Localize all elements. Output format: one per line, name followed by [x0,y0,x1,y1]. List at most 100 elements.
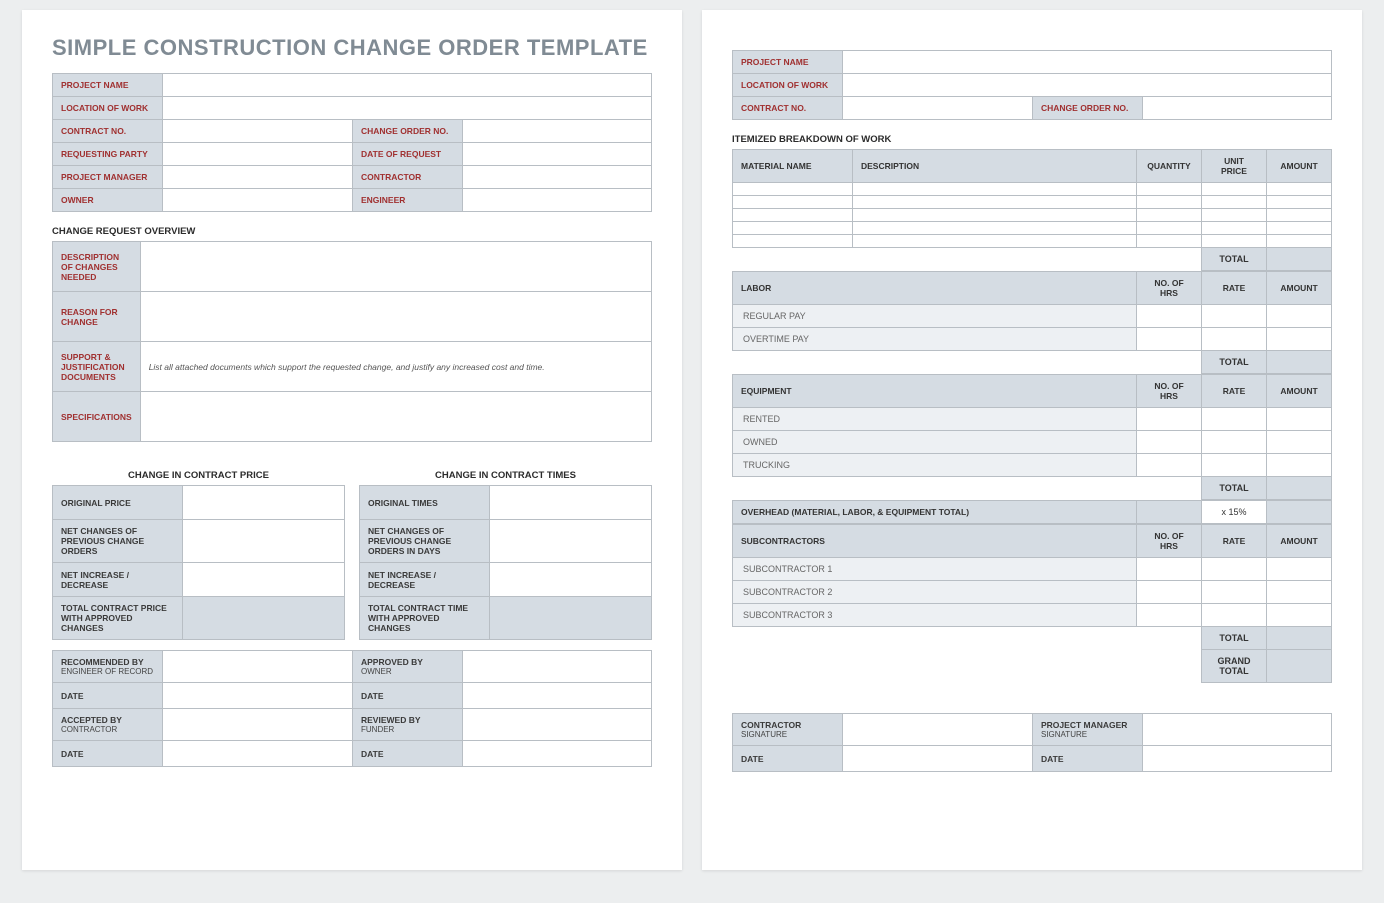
value-date-request[interactable] [463,143,652,166]
value-change-order-no[interactable] [463,120,652,143]
label-net-inc-price: NET INCREASE / DECREASE [53,563,183,597]
label-total-price: TOTAL CONTRACT PRICE WITH APPROVED CHANG… [53,597,183,640]
value-contractor[interactable] [463,166,652,189]
role-sig-2: SIGNATURE [1041,730,1134,739]
overview-heading: CHANGE REQUEST OVERVIEW [52,226,652,237]
value-total-price[interactable] [183,597,345,640]
equipment-table: EQUIPMENT NO. OF HRS RATE AMOUNT RENTED … [732,374,1332,500]
value-requesting-party[interactable] [163,143,353,166]
label-support: SUPPORT & JUSTIFICATION DOCUMENTS [53,342,141,392]
value-date-4[interactable] [463,741,652,767]
value-reviewed[interactable] [463,709,652,741]
table-row: SUBCONTRACTOR 1 [733,558,1332,581]
overhead-table: OVERHEAD (MATERIAL, LABOR, & EQUIPMENT T… [732,500,1332,524]
overhead-rate: x 15% [1202,501,1267,524]
table-row [733,183,1332,196]
value-orig-price[interactable] [183,486,345,520]
overhead-label: OVERHEAD (MATERIAL, LABOR, & EQUIPMENT T… [733,501,1137,524]
table-row: RENTED [733,408,1332,431]
value-net-prev-price[interactable] [183,520,345,563]
sub-total-label: TOTAL [1202,627,1267,650]
label-change-order-no: CHANGE ORDER NO. [353,120,463,143]
col-sub-hrs: NO. OF HRS [1137,525,1202,558]
value-approved[interactable] [463,651,652,683]
value-project-name[interactable] [163,74,652,97]
col-equip-amount: AMOUNT [1267,375,1332,408]
document-title: SIMPLE CONSTRUCTION CHANGE ORDER TEMPLAT… [52,35,652,61]
label-date-p2-2: DATE [1033,746,1143,772]
overhead-blank [1137,501,1202,524]
value-accepted[interactable] [163,709,353,741]
itemized-heading: ITEMIZED BREAKDOWN OF WORK [732,134,1332,145]
value-location-2[interactable] [843,74,1332,97]
value-contract-no-2[interactable] [843,97,1033,120]
label-orig-price: ORIGINAL PRICE [53,486,183,520]
value-orig-times[interactable] [490,486,652,520]
value-pm[interactable] [163,166,353,189]
value-date-2[interactable] [463,683,652,709]
value-reason[interactable] [140,292,651,342]
label-engineer: ENGINEER [353,189,463,212]
col-material-desc: DESCRIPTION [853,150,1137,183]
value-desc-changes[interactable] [140,242,651,292]
times-heading: CHANGE IN CONTRACT TIMES [359,470,652,481]
label-project-name: PROJECT NAME [53,74,163,97]
col-material-qty: QUANTITY [1137,150,1202,183]
labor-total-value [1267,351,1332,374]
col-equip-rate: RATE [1202,375,1267,408]
label-net-prev-price: NET CHANGES OF PREVIOUS CHANGE ORDERS [53,520,183,563]
equipment-total-label: TOTAL [1202,477,1267,500]
label-accepted: ACCEPTED BY [61,715,122,725]
value-contractor-sig[interactable] [843,714,1033,746]
support-hint: List all attached documents which suppor… [140,342,651,392]
value-owner[interactable] [163,189,353,212]
price-table: ORIGINAL PRICE NET CHANGES OF PREVIOUS C… [52,485,345,640]
sub-header: SUBCONTRACTORS [733,525,1137,558]
col-labor-amount: AMOUNT [1267,272,1332,305]
value-net-inc-times[interactable] [490,563,652,597]
table-row: OVERTIME PAY [733,328,1332,351]
labor-table: LABOR NO. OF HRS RATE AMOUNT REGULAR PAY… [732,271,1332,374]
col-sub-amount: AMOUNT [1267,525,1332,558]
label-location-2: LOCATION OF WORK [733,74,843,97]
value-change-order-no-2[interactable] [1143,97,1332,120]
subcontractors-table: SUBCONTRACTORS NO. OF HRS RATE AMOUNT SU… [732,524,1332,683]
value-engineer[interactable] [463,189,652,212]
value-contract-no[interactable] [163,120,353,143]
label-project-name-2: PROJECT NAME [733,51,843,74]
overview-table: DESCRIPTION OF CHANGES NEEDED REASON FOR… [52,241,652,442]
value-date-p2-2[interactable] [1143,746,1332,772]
value-net-prev-times[interactable] [490,520,652,563]
label-reviewed: REVIEWED BY [361,715,421,725]
page-1: SIMPLE CONSTRUCTION CHANGE ORDER TEMPLAT… [22,10,682,870]
value-pm-sig[interactable] [1143,714,1332,746]
materials-total-value [1267,248,1332,271]
value-date-3[interactable] [163,741,353,767]
table-row [733,235,1332,248]
label-date-4: DATE [353,741,463,767]
table-row: REGULAR PAY [733,305,1332,328]
value-location[interactable] [163,97,652,120]
role-approved: OWNER [361,667,454,676]
value-specs[interactable] [140,392,651,442]
value-date-1[interactable] [163,683,353,709]
col-material-unit: UNIT PRICE [1202,150,1267,183]
times-table: ORIGINAL TIMES NET CHANGES OF PREVIOUS C… [359,485,652,640]
role-accepted: CONTRACTOR [61,725,154,734]
label-owner: OWNER [53,189,163,212]
value-total-times[interactable] [490,597,652,640]
project-info-table-2: PROJECT NAME LOCATION OF WORK CONTRACT N… [732,50,1332,120]
equipment-total-value [1267,477,1332,500]
table-row [733,209,1332,222]
label-date-1: DATE [53,683,163,709]
value-recommended[interactable] [163,651,353,683]
value-net-inc-price[interactable] [183,563,345,597]
table-row: SUBCONTRACTOR 2 [733,581,1332,604]
col-labor-hrs: NO. OF HRS [1137,272,1202,305]
table-row: SUBCONTRACTOR 3 [733,604,1332,627]
value-project-name-2[interactable] [843,51,1332,74]
value-date-p2-1[interactable] [843,746,1033,772]
col-equip-hrs: NO. OF HRS [1137,375,1202,408]
labor-total-label: TOTAL [1202,351,1267,374]
overhead-amount [1267,501,1332,524]
